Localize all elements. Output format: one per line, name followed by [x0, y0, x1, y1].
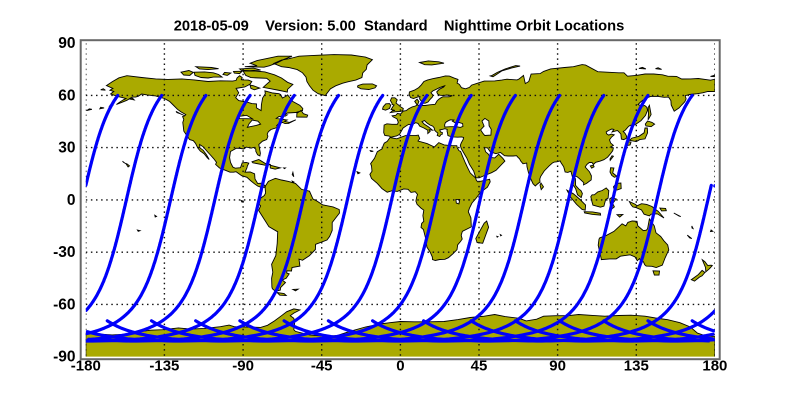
svg-text:-135: -135 [149, 358, 179, 375]
svg-text:135: 135 [624, 358, 649, 375]
svg-text:60: 60 [58, 87, 75, 104]
svg-text:-30: -30 [53, 244, 75, 261]
svg-text:90: 90 [58, 35, 75, 52]
svg-text:30: 30 [58, 140, 75, 157]
svg-text:-90: -90 [53, 349, 75, 366]
svg-text:45: 45 [471, 358, 488, 375]
svg-text:0: 0 [67, 192, 76, 209]
svg-text:2018-05-09 Version: 5.00 S: 2018-05-09 Version: 5.00 Standard Nightt… [174, 19, 625, 35]
svg-text:-90: -90 [232, 358, 254, 375]
svg-text:0: 0 [396, 358, 404, 375]
svg-text:-45: -45 [311, 358, 333, 375]
svg-text:-180: -180 [71, 358, 101, 375]
svg-text:90: 90 [549, 358, 566, 375]
svg-text:180: 180 [702, 358, 727, 375]
svg-text:-60: -60 [53, 296, 75, 313]
